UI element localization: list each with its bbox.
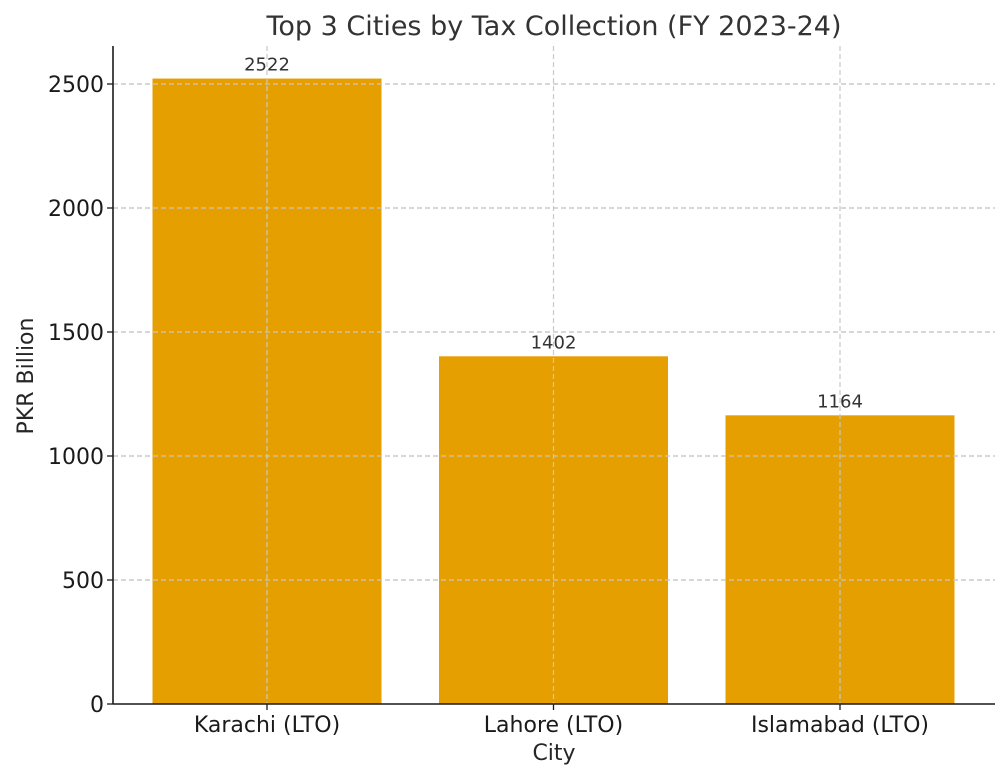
value-label: 1402 bbox=[531, 332, 577, 353]
y-tick-label: 1000 bbox=[48, 445, 104, 470]
x-tick-label: Lahore (LTO) bbox=[484, 713, 623, 738]
x-tick-label: Islamabad (LTO) bbox=[751, 713, 929, 738]
y-tick-label: 2000 bbox=[48, 197, 104, 222]
y-tick-label: 2500 bbox=[48, 73, 104, 98]
y-axis-ticks: 0 500 1000 1500 2000 2500 bbox=[48, 73, 113, 718]
y-tick-label: 1500 bbox=[48, 321, 104, 346]
x-tick-label: Karachi (LTO) bbox=[194, 713, 340, 738]
value-labels: 2522 1402 1164 bbox=[244, 55, 863, 413]
y-tick-label: 0 bbox=[90, 693, 104, 718]
value-label: 1164 bbox=[817, 391, 863, 412]
grid-overlay bbox=[113, 46, 995, 704]
chart-title: Top 3 Cities by Tax Collection (FY 2023-… bbox=[265, 11, 841, 42]
x-axis-label: City bbox=[532, 741, 575, 766]
x-axis-ticks: Karachi (LTO) Lahore (LTO) Islamabad (LTO) bbox=[194, 704, 929, 738]
y-tick-label: 500 bbox=[62, 569, 104, 594]
value-label: 2522 bbox=[244, 55, 290, 76]
y-axis-label: PKR Billion bbox=[14, 318, 39, 435]
